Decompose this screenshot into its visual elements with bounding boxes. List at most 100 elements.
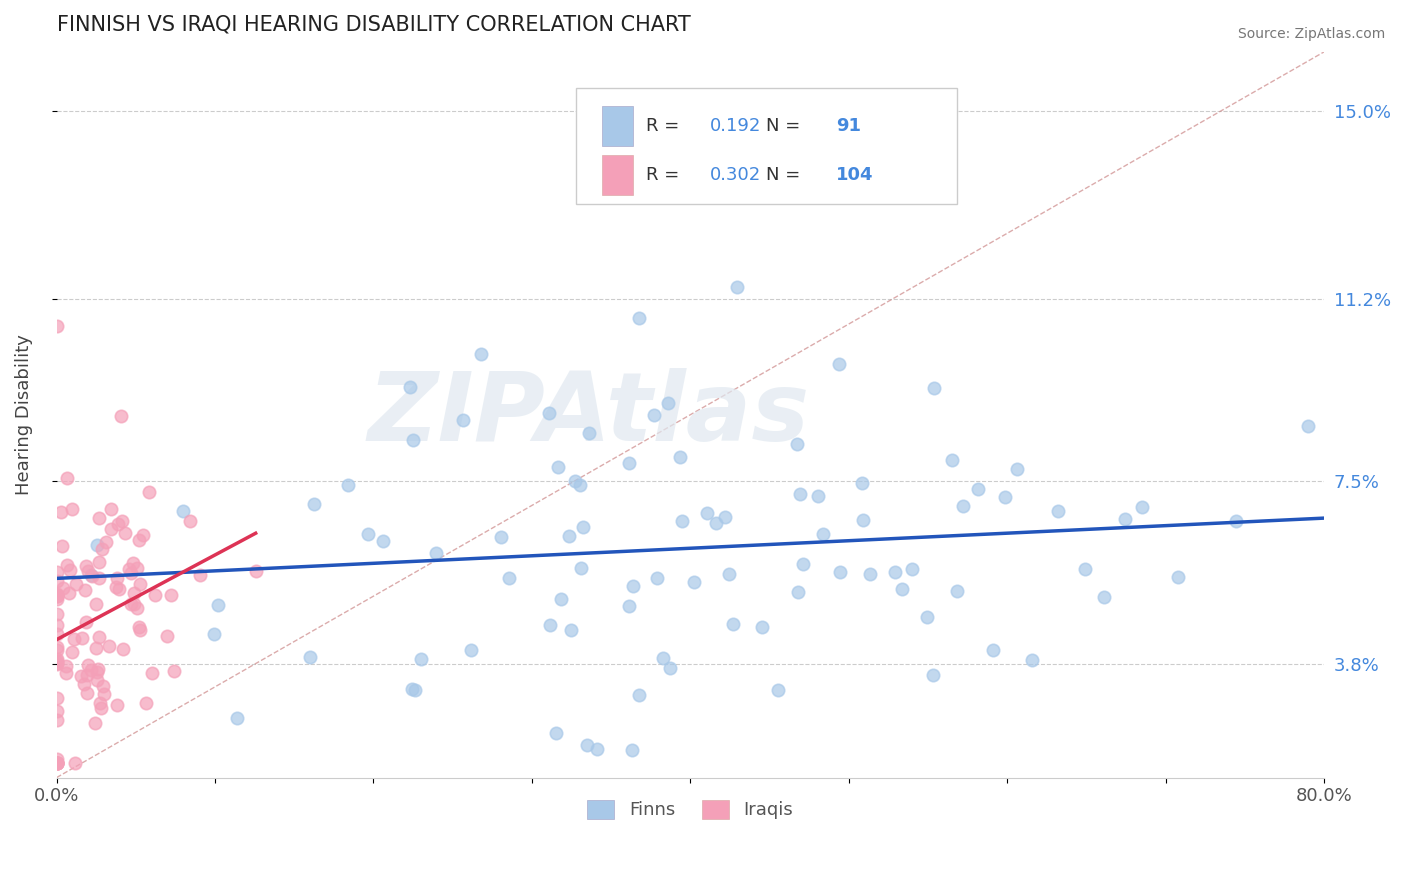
Text: R =: R =	[645, 117, 685, 135]
Bar	[602, 106, 633, 145]
Point	[900, 562, 922, 576]
Point	[1225, 514, 1247, 528]
Point	[766, 682, 789, 697]
Point	[401, 682, 423, 697]
Point	[357, 527, 380, 541]
Point	[80, 664, 103, 678]
Point	[45, 690, 67, 705]
Point	[51, 505, 73, 519]
Point	[179, 515, 201, 529]
Point	[558, 529, 581, 543]
Point	[299, 650, 322, 665]
Point	[946, 584, 969, 599]
Point	[87, 571, 110, 585]
Point	[883, 565, 905, 579]
Point	[110, 409, 132, 423]
Point	[45, 756, 67, 770]
Point	[87, 661, 110, 675]
Point	[124, 586, 146, 600]
Point	[75, 615, 97, 630]
Point	[70, 631, 93, 645]
Point	[787, 584, 810, 599]
Point	[645, 571, 668, 585]
Point	[60, 645, 83, 659]
Point	[94, 534, 117, 549]
Point	[105, 571, 128, 585]
Point	[129, 576, 152, 591]
Point	[671, 514, 693, 528]
Point	[643, 408, 665, 422]
Point	[915, 610, 938, 624]
Point	[55, 558, 77, 572]
Text: N =: N =	[766, 117, 807, 135]
Point	[69, 669, 91, 683]
Point	[713, 509, 735, 524]
Point	[922, 667, 945, 681]
Point	[627, 310, 650, 325]
Point	[657, 396, 679, 410]
Legend: Finns, Iraqis: Finns, Iraqis	[581, 793, 800, 827]
Point	[118, 562, 141, 576]
Point	[546, 725, 568, 739]
Point	[1298, 418, 1320, 433]
Point	[45, 640, 67, 654]
Point	[127, 601, 149, 615]
Point	[402, 433, 425, 447]
Point	[202, 627, 225, 641]
Point	[55, 666, 77, 681]
Point	[568, 477, 591, 491]
Point	[245, 565, 267, 579]
Point	[411, 651, 433, 665]
Point	[75, 583, 97, 598]
Point	[578, 426, 600, 441]
Point	[45, 319, 67, 334]
Point	[827, 358, 849, 372]
Point	[98, 639, 121, 653]
Point	[1167, 570, 1189, 584]
Point	[706, 516, 728, 530]
Point	[56, 471, 79, 485]
Point	[160, 588, 183, 602]
Point	[628, 688, 651, 702]
Point	[967, 482, 990, 496]
Point	[60, 501, 83, 516]
Point	[371, 534, 394, 549]
Point	[668, 450, 690, 464]
Point	[491, 530, 513, 544]
Point	[45, 756, 67, 770]
Point	[1005, 462, 1028, 476]
Point	[617, 457, 640, 471]
Point	[93, 687, 115, 701]
Point	[207, 599, 229, 613]
Point	[188, 567, 211, 582]
Point	[45, 752, 67, 766]
Point	[132, 527, 155, 541]
Point	[1074, 562, 1097, 576]
Point	[90, 701, 112, 715]
Point	[59, 563, 82, 577]
Point	[77, 657, 100, 672]
Point	[621, 579, 644, 593]
Point	[87, 511, 110, 525]
Point	[143, 588, 166, 602]
Point	[952, 499, 974, 513]
Point	[86, 538, 108, 552]
Point	[981, 643, 1004, 657]
Point	[83, 715, 105, 730]
Point	[404, 683, 426, 698]
Y-axis label: Hearing Disability: Hearing Disability	[15, 334, 32, 495]
Point	[51, 539, 73, 553]
Point	[110, 514, 132, 528]
Point	[45, 607, 67, 621]
Point	[1021, 652, 1043, 666]
Point	[45, 589, 67, 603]
Point	[156, 630, 179, 644]
Point	[45, 756, 67, 770]
Point	[122, 557, 145, 571]
Point	[45, 657, 67, 671]
Point	[658, 661, 681, 675]
Point	[46, 654, 69, 668]
Point	[45, 617, 67, 632]
Point	[617, 599, 640, 613]
Point	[682, 575, 704, 590]
